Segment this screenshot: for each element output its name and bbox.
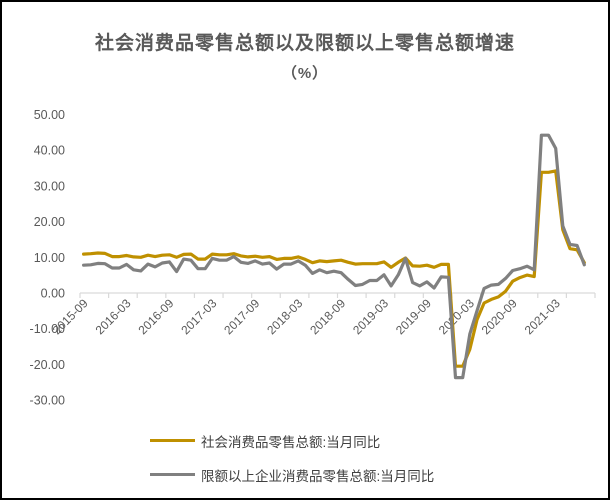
x-axis-label: 2019-03 xyxy=(350,296,391,337)
y-axis-label: 20.00 xyxy=(34,215,65,229)
y-axis-label: -20.00 xyxy=(30,358,65,372)
chart-subtitle: （%） xyxy=(281,65,329,82)
x-axis-label: 2019-09 xyxy=(393,296,434,337)
y-axis-label: -10.00 xyxy=(30,322,65,336)
x-axis-label: 2017-03 xyxy=(178,296,219,337)
legend-label: 社会消费品零售总额:当月同比 xyxy=(201,434,381,450)
chart-title: 社会消费品零售总额以及限额以上零售总额增速 xyxy=(94,33,515,54)
legend-label: 限额以上企业消费品零售总额:当月同比 xyxy=(201,468,435,484)
x-axis-label: 2018-09 xyxy=(307,296,348,337)
x-axis-label: 2021-03 xyxy=(522,296,563,337)
legend-item-total-retail: 社会消费品零售总额:当月同比 xyxy=(150,432,434,450)
legend-line-icon xyxy=(150,472,195,477)
series-line-0 xyxy=(81,169,586,368)
y-axis-label: -30.00 xyxy=(30,394,65,408)
y-axis-label: 40.00 xyxy=(34,144,65,158)
series-line-1 xyxy=(81,133,586,380)
x-axis-label: 2018-03 xyxy=(264,296,305,337)
x-axis-label: 2015-09 xyxy=(50,296,91,337)
y-axis-label: 10.00 xyxy=(34,251,65,265)
x-axis-label: 2016-09 xyxy=(135,296,176,337)
legend-item-above-quota-retail: 限额以上企业消费品零售总额:当月同比 xyxy=(150,466,435,484)
x-axis-label: 2016-03 xyxy=(93,296,134,337)
y-axis-label: 0.00 xyxy=(41,287,65,301)
y-axis-label: 30.00 xyxy=(34,179,65,193)
legend: 社会消费品零售总额:当月同比 限额以上企业消费品零售总额:当月同比 xyxy=(150,432,435,498)
x-axis-label: 2017-09 xyxy=(221,296,262,337)
y-axis-label: 50.00 xyxy=(34,108,65,122)
legend-line-icon xyxy=(150,438,195,443)
